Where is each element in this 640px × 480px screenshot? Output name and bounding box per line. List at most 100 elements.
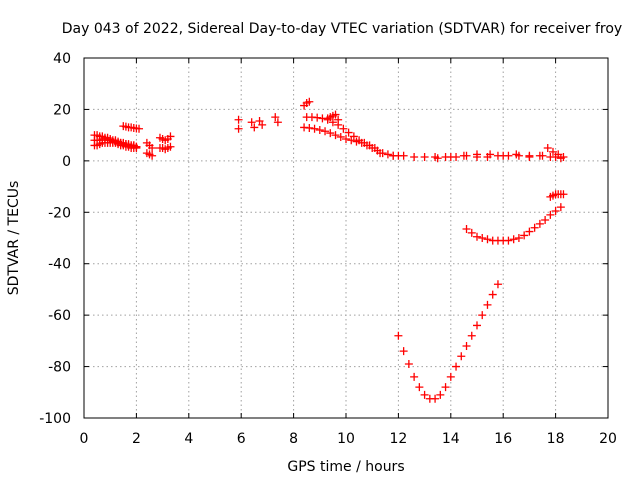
data-point [499, 151, 508, 160]
data-point [389, 151, 398, 160]
data-point [362, 141, 371, 150]
data-marks [90, 97, 568, 403]
data-point [559, 153, 568, 161]
series-sat-j [300, 97, 314, 110]
data-point [148, 144, 157, 152]
series-sat-e [142, 138, 157, 152]
data-point [399, 347, 408, 356]
data-point [336, 132, 345, 141]
data-point [247, 118, 256, 127]
data-point [483, 300, 492, 309]
data-point [467, 331, 476, 340]
data-point [554, 150, 563, 159]
data-point [135, 124, 144, 133]
data-point [410, 372, 419, 381]
data-point [541, 216, 550, 224]
data-point [546, 210, 555, 219]
data-point [486, 150, 495, 159]
data-point [271, 113, 280, 122]
data-point [378, 149, 387, 158]
series-sat-p [543, 144, 568, 161]
series-sat-q [546, 190, 568, 201]
x-tick-label: 4 [184, 431, 193, 447]
data-point [166, 132, 175, 141]
y-axis-ticks: 40 20 0 -20 -40 -60 -80 -100 [39, 51, 608, 427]
data-point [525, 151, 534, 160]
x-tick-label: 16 [494, 431, 512, 447]
data-point [431, 394, 440, 403]
y-axis-label: SDTVAR / TECUs [6, 181, 22, 296]
x-tick-label: 10 [337, 431, 355, 447]
data-point [347, 136, 356, 145]
data-point [488, 290, 497, 299]
data-point [473, 321, 481, 330]
y-tick-label: -40 [48, 257, 71, 273]
data-point [352, 137, 361, 146]
data-point [399, 151, 408, 160]
x-tick-label: 20 [599, 431, 617, 447]
data-point [556, 203, 565, 212]
data-point [483, 235, 492, 244]
series-sat-o [433, 150, 560, 163]
data-point [383, 150, 392, 159]
series-sat-d [119, 122, 144, 133]
data-point [368, 144, 377, 152]
data-point [441, 383, 450, 392]
data-point [258, 120, 267, 129]
data-point [514, 234, 523, 242]
data-point [339, 124, 348, 133]
x-axis-label: GPS time / hours [287, 459, 404, 475]
data-point [512, 150, 521, 159]
data-point [559, 190, 568, 199]
data-point [310, 124, 319, 133]
data-point [357, 138, 366, 147]
data-point [493, 280, 502, 289]
series-sat-c [90, 135, 141, 151]
data-point [551, 207, 560, 215]
x-tick-label: 8 [289, 431, 298, 447]
data-point [331, 110, 340, 119]
data-point [394, 331, 403, 340]
x-tick-label: 18 [547, 431, 565, 447]
data-point [334, 115, 343, 124]
data-point [525, 227, 534, 236]
data-point [132, 142, 141, 151]
data-point [548, 147, 557, 156]
y-tick-label: 20 [53, 102, 71, 118]
data-point [342, 135, 350, 143]
data-point [234, 124, 243, 133]
data-point [313, 113, 322, 122]
data-point [478, 311, 487, 320]
x-tick-label: 14 [442, 431, 460, 447]
y-tick-label: -60 [48, 308, 71, 324]
data-point [404, 360, 413, 368]
data-point [530, 223, 539, 232]
data-point [436, 390, 445, 399]
data-point [467, 228, 476, 237]
data-point [166, 142, 175, 151]
data-point [543, 144, 552, 152]
series-sat-i [234, 113, 282, 133]
data-point [509, 235, 518, 244]
y-tick-label: -100 [39, 411, 71, 427]
data-point [462, 342, 471, 350]
data-point [504, 236, 513, 245]
series-sat-r [462, 203, 565, 245]
data-point [535, 219, 544, 228]
series-sat-l [323, 110, 343, 124]
data-point [410, 153, 419, 161]
y-tick-label: 40 [53, 51, 71, 67]
grid-lines [84, 58, 608, 418]
data-point [452, 362, 461, 371]
data-point [415, 383, 424, 392]
data-point [420, 153, 429, 161]
data-point [462, 225, 471, 233]
data-point [344, 128, 353, 137]
series-sat-s [394, 280, 502, 403]
data-point [321, 127, 330, 136]
data-point [473, 150, 481, 159]
data-point [433, 154, 442, 163]
y-tick-label: 0 [62, 154, 71, 170]
data-point [373, 146, 382, 155]
